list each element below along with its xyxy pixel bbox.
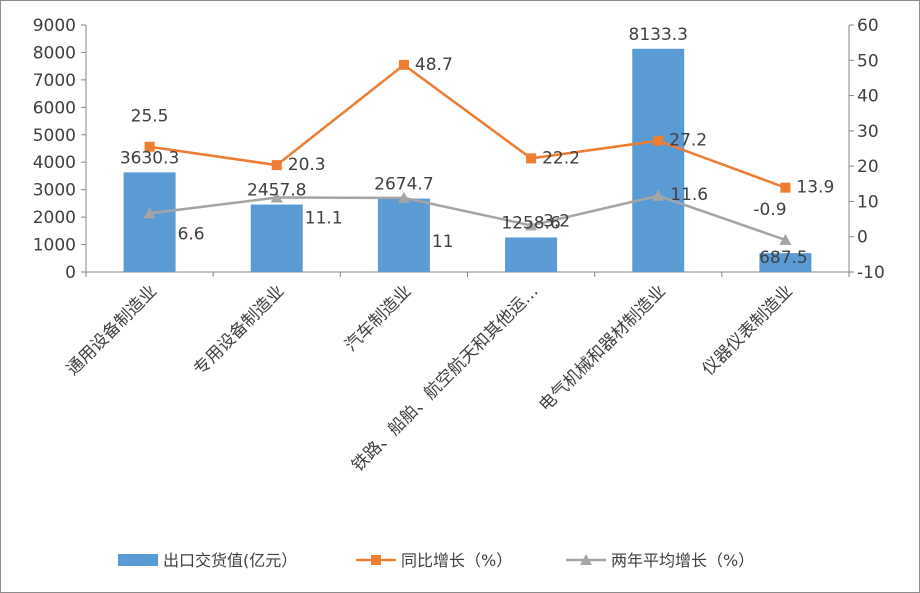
y-right-tick-label: 10 bbox=[857, 192, 879, 212]
legend-swatch-bar bbox=[118, 554, 158, 566]
y-right-tick-label: 60 bbox=[857, 16, 879, 36]
legend: 出口交货值(亿元） 同比增长（%） 两年平均增长（%） bbox=[118, 551, 754, 570]
x-category-label: 通用设备制造业 bbox=[63, 281, 161, 379]
y-left-tick-label: 8000 bbox=[33, 43, 76, 63]
yoy-data-label: 20.3 bbox=[288, 155, 326, 175]
line-1-point-4 bbox=[526, 153, 537, 164]
line-1-point-1 bbox=[144, 141, 155, 152]
y-left-tick-label: 4000 bbox=[33, 153, 76, 173]
avg-data-label: 11.6 bbox=[670, 185, 708, 205]
bar-data-label: 2457.8 bbox=[247, 181, 306, 201]
legend-swatch-yoy-marker bbox=[371, 555, 381, 565]
bar-3 bbox=[377, 198, 430, 272]
avg-data-label: -0.9 bbox=[753, 200, 786, 220]
y-left-tick-label: 5000 bbox=[33, 126, 76, 146]
line-2-point-6 bbox=[779, 233, 792, 245]
line-2-point-2 bbox=[270, 191, 283, 203]
legend-label-bar: 出口交货值(亿元） bbox=[163, 551, 297, 570]
yoy-data-label: 13.9 bbox=[796, 178, 834, 198]
line-series-1 bbox=[149, 63, 786, 189]
bar-4 bbox=[505, 237, 558, 272]
line-2-point-3 bbox=[397, 191, 410, 203]
x-category-label: 仪器仪表制造业 bbox=[699, 281, 797, 379]
y-right-tick-label: 30 bbox=[857, 122, 879, 142]
legend-swatch-avg-marker bbox=[580, 554, 592, 565]
line-1-point-3 bbox=[398, 59, 409, 70]
y-left-tick-label: 2000 bbox=[33, 208, 76, 228]
y-right-tick-label: 0 bbox=[857, 228, 868, 248]
bar-data-label: 687.5 bbox=[759, 248, 808, 268]
y-right-tick-label: 50 bbox=[857, 51, 879, 71]
bar-data-label: 3630.3 bbox=[120, 148, 179, 168]
bar-data-label: 2674.7 bbox=[374, 175, 433, 195]
bars-layer bbox=[123, 48, 812, 272]
line-1-point-5 bbox=[653, 135, 664, 146]
y-left-tick-label: 0 bbox=[65, 263, 76, 283]
data-labels-layer: 3630.3 2457.8 2674.7 1258.6 8133.3 687.5 25.5 2… bbox=[120, 25, 834, 268]
yoy-data-label: 22.2 bbox=[542, 148, 580, 168]
x-category-label: 电气机械和器材制造业 bbox=[535, 281, 669, 415]
line-2-point-1 bbox=[143, 207, 156, 219]
x-category-label: 汽车制造业 bbox=[341, 281, 415, 355]
yoy-data-label: 27.2 bbox=[669, 131, 707, 151]
y-left-tick-label: 6000 bbox=[33, 98, 76, 118]
bar-6 bbox=[759, 253, 812, 272]
yoy-data-label: 48.7 bbox=[415, 55, 453, 75]
y-left-tick-label: 9000 bbox=[33, 16, 76, 36]
avg-data-label: 6.6 bbox=[178, 224, 205, 244]
x-category-label: 专用设备制造业 bbox=[190, 281, 288, 379]
bar-data-label: 8133.3 bbox=[629, 25, 688, 45]
bar-2 bbox=[250, 204, 303, 272]
line-1-point-2 bbox=[271, 160, 282, 171]
y-right-tick-label: -10 bbox=[857, 263, 885, 283]
y-right-tick-label: 20 bbox=[857, 157, 879, 177]
line-series-2 bbox=[149, 194, 786, 242]
lines-layer bbox=[143, 59, 792, 245]
y-left-tick-label: 3000 bbox=[33, 181, 76, 201]
line-2-point-5 bbox=[652, 189, 665, 201]
line-1-point-6 bbox=[780, 182, 791, 193]
y-right-tick-label: 40 bbox=[857, 87, 879, 107]
y-left-tick-label: 7000 bbox=[33, 71, 76, 91]
bar-1 bbox=[123, 172, 176, 272]
avg-data-label: 3.2 bbox=[543, 211, 570, 231]
line-2-point-4 bbox=[525, 219, 538, 231]
y-left-tick-label: 1000 bbox=[33, 236, 76, 256]
legend-label-yoy: 同比增长（%） bbox=[401, 551, 512, 570]
avg-data-label: 11.1 bbox=[305, 209, 343, 229]
legend-label-avg: 两年平均增长（%） bbox=[611, 551, 754, 570]
yoy-data-label: 25.5 bbox=[131, 107, 169, 127]
avg-data-label: 11 bbox=[432, 232, 454, 252]
bar-data-label: 1258.6 bbox=[501, 213, 560, 233]
bar-5 bbox=[632, 48, 685, 272]
